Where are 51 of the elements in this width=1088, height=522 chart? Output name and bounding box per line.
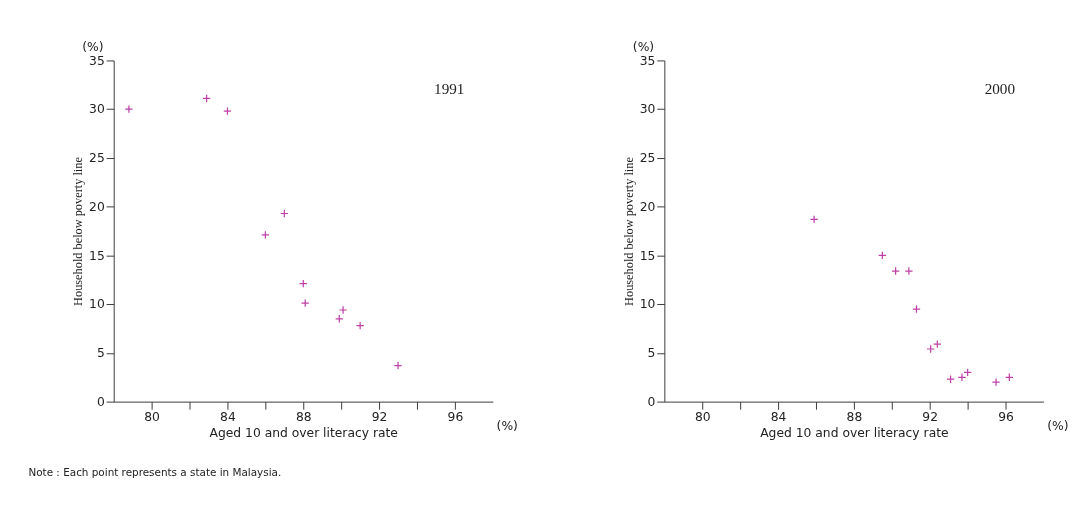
x-tick-label: 96 bbox=[447, 410, 464, 425]
y-tick-label: 25 bbox=[89, 151, 105, 166]
y-tick-label: 10 bbox=[89, 297, 105, 312]
point bbox=[904, 266, 914, 276]
y-tick-label: 35 bbox=[89, 53, 105, 68]
point bbox=[124, 104, 134, 114]
text: (%) bbox=[632, 39, 655, 54]
text: 2000 bbox=[984, 79, 1016, 97]
text: 1991 bbox=[434, 79, 465, 97]
x-tick-label: 92 bbox=[922, 410, 939, 425]
x-tick-label: 80 bbox=[144, 410, 161, 425]
point bbox=[809, 215, 819, 224]
y-tick-label: 15 bbox=[639, 248, 656, 263]
x-tick-label: 96 bbox=[998, 410, 1015, 425]
y-tick-label: 0 bbox=[647, 394, 656, 409]
point bbox=[991, 377, 1001, 387]
point bbox=[912, 304, 921, 314]
point bbox=[223, 106, 232, 116]
point bbox=[355, 321, 365, 330]
y-tick-label: 5 bbox=[647, 346, 656, 361]
point bbox=[891, 266, 900, 276]
point bbox=[261, 230, 270, 240]
y-tick-label: 20 bbox=[89, 199, 105, 214]
text: (%) bbox=[1047, 419, 1069, 434]
point bbox=[338, 305, 348, 315]
text: Note : Each point represents a state in Malaysia. bbox=[28, 465, 282, 478]
y-tick-label: 10 bbox=[639, 297, 656, 312]
y-axis-title: Household below poverty line bbox=[622, 156, 637, 306]
y-tick-label: 0 bbox=[96, 394, 105, 409]
x-tick-label: 92 bbox=[371, 410, 388, 425]
text: (%) bbox=[82, 39, 104, 54]
y-tick-label: 35 bbox=[639, 53, 656, 68]
x-tick-label: 88 bbox=[295, 410, 312, 425]
y-tick-label: 30 bbox=[639, 102, 656, 117]
x-tick-label: 84 bbox=[770, 410, 787, 425]
x-axis-title: Aged 10 and over literacy rate bbox=[209, 426, 398, 441]
y-tick-label: 30 bbox=[89, 102, 105, 117]
point bbox=[957, 372, 967, 382]
point bbox=[926, 344, 935, 354]
y-tick-label: 20 bbox=[639, 199, 656, 214]
point bbox=[933, 339, 942, 349]
x-axis-title: Aged 10 and over literacy rate bbox=[760, 426, 949, 441]
x-tick-label: 80 bbox=[694, 410, 711, 425]
y-axis-title: Household below poverty line bbox=[71, 156, 86, 306]
text: (%) bbox=[496, 419, 518, 434]
x-tick-label: 88 bbox=[846, 410, 863, 425]
x-tick-label: 84 bbox=[220, 410, 236, 425]
y-tick-label: 5 bbox=[96, 346, 105, 361]
y-tick-label: 25 bbox=[639, 151, 656, 166]
y-tick-label: 15 bbox=[89, 248, 105, 263]
point bbox=[393, 361, 403, 370]
